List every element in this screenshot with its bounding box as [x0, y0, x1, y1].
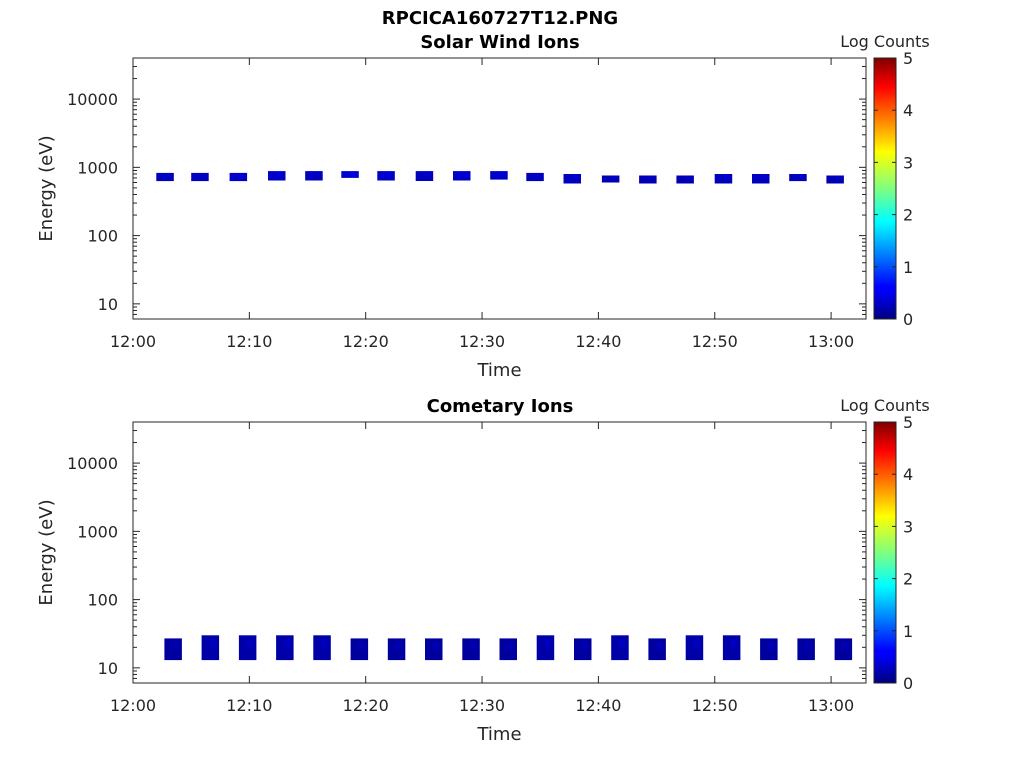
heatmap-subcell	[581, 641, 588, 650]
heatmap-subcell	[284, 639, 291, 648]
heatmap-subcell	[172, 641, 179, 650]
heatmap-subcell	[395, 641, 402, 650]
heatmap-subcell	[460, 172, 467, 176]
x-tick-label: 12:10	[226, 332, 272, 351]
heatmap-subcell	[656, 641, 663, 650]
y-axis-label: Energy (eV)	[36, 135, 57, 241]
heatmap-subcell	[730, 639, 737, 648]
colorbar-tick-label: 3	[903, 153, 913, 172]
heatmap-subcell	[432, 641, 439, 650]
heatmap-subcell	[507, 641, 514, 650]
y-tick-label: 100	[87, 591, 118, 610]
heatmap-subcell	[321, 639, 328, 648]
heatmap-subcell	[498, 172, 505, 176]
heatmap-subcell	[164, 174, 171, 177]
x-tick-label: 12:30	[459, 696, 505, 715]
y-axis-label: Energy (eV)	[36, 499, 57, 605]
heatmap-subcell	[209, 639, 216, 648]
heatmap-subcell	[349, 172, 356, 175]
heatmap-subcell	[834, 176, 841, 180]
colorbar-tick-label: 3	[903, 517, 913, 536]
colorbar-label: Log Counts	[840, 32, 930, 51]
heatmap-subcell	[768, 641, 775, 650]
heatmap-subcell	[647, 176, 654, 180]
colorbar-tick-label: 2	[903, 570, 913, 589]
heatmap-subcell	[470, 641, 477, 650]
colorbar-tick-label: 0	[903, 310, 913, 329]
x-axis-label: Time	[476, 724, 521, 745]
heatmap-subcell	[275, 172, 282, 176]
y-tick-label: 10	[98, 295, 118, 314]
colorbar-tick-label: 4	[903, 465, 913, 484]
colorbar-tick-label: 1	[903, 258, 913, 277]
heatmap-subcell	[797, 175, 804, 178]
colorbar-tick-label: 1	[903, 622, 913, 641]
heatmap-subcell	[722, 175, 729, 179]
y-tick-label: 1000	[77, 522, 118, 541]
heatmap-subcell	[544, 639, 551, 648]
heatmap-subcell	[358, 641, 365, 650]
heatmap-subcell	[199, 174, 206, 177]
colorbar-tick-label: 4	[903, 101, 913, 120]
heatmap-subcell	[423, 172, 430, 177]
heatmap-subcell	[237, 174, 244, 177]
x-tick-label: 13:00	[808, 332, 854, 351]
x-tick-label: 12:10	[226, 696, 272, 715]
y-tick-label: 1000	[77, 158, 118, 177]
panel-title: Solar Wind Ions	[420, 32, 579, 53]
heatmap-subcell	[842, 641, 849, 650]
x-tick-label: 12:40	[575, 696, 621, 715]
x-axis-label: Time	[476, 360, 521, 381]
colorbar-tick-label: 5	[903, 49, 913, 68]
colorbar-label: Log Counts	[840, 396, 930, 415]
colorbar-tick-label: 5	[903, 413, 913, 432]
heatmap-cells	[164, 635, 853, 661]
panel-solar-wind: Solar Wind Ions 12:00 12:10 12:20 12:30 12:40…	[36, 32, 930, 381]
colorbar-gradient	[873, 421, 897, 684]
heatmap-subcell	[609, 176, 616, 179]
heatmap-cell	[563, 174, 581, 184]
heatmap-cell	[789, 174, 807, 182]
heatmap-subcell	[534, 174, 541, 177]
x-tick-label: 13:00	[808, 696, 854, 715]
x-tick-label: 12:20	[343, 696, 389, 715]
heatmap-subcell	[246, 639, 253, 648]
heatmap-subcell	[684, 176, 691, 180]
heatmap-subcell	[619, 639, 626, 648]
x-tick-label: 12:40	[575, 332, 621, 351]
heatmap-subcell	[385, 172, 392, 176]
heatmap-subcell	[571, 175, 578, 179]
x-tick-label: 12:00	[110, 696, 156, 715]
x-tick-label: 12:20	[343, 332, 389, 351]
panels: Solar Wind Ions 12:00 12:10 12:20 12:30 12:40…	[36, 32, 930, 745]
x-tick-label: 12:50	[692, 332, 738, 351]
panel-title: Cometary Ions	[427, 396, 574, 417]
heatmap-cell	[714, 174, 733, 184]
heatmap-subcell	[759, 175, 766, 179]
heatmap-cells	[156, 171, 844, 184]
heatmap-subcell	[693, 639, 700, 648]
x-tick-label: 12:50	[692, 696, 738, 715]
heatmap-subcell	[313, 172, 320, 176]
x-tick-label: 12:00	[110, 332, 156, 351]
y-tick-label: 10000	[67, 454, 118, 473]
y-tick-label: 100	[87, 227, 118, 246]
heatmap-cell	[752, 174, 770, 184]
colorbar-tick-label: 2	[903, 206, 913, 225]
plot-frame	[132, 421, 867, 684]
x-tick-label: 12:30	[459, 332, 505, 351]
plot-frame	[132, 57, 867, 320]
y-tick-label: 10	[98, 659, 118, 678]
y-tick-label: 10000	[67, 90, 118, 109]
colorbar-tick-label: 0	[903, 674, 913, 693]
heatmap-subcell	[805, 641, 812, 650]
figure-title: RPCICA160727T12.PNG	[382, 8, 618, 29]
colorbar-gradient	[873, 57, 897, 320]
